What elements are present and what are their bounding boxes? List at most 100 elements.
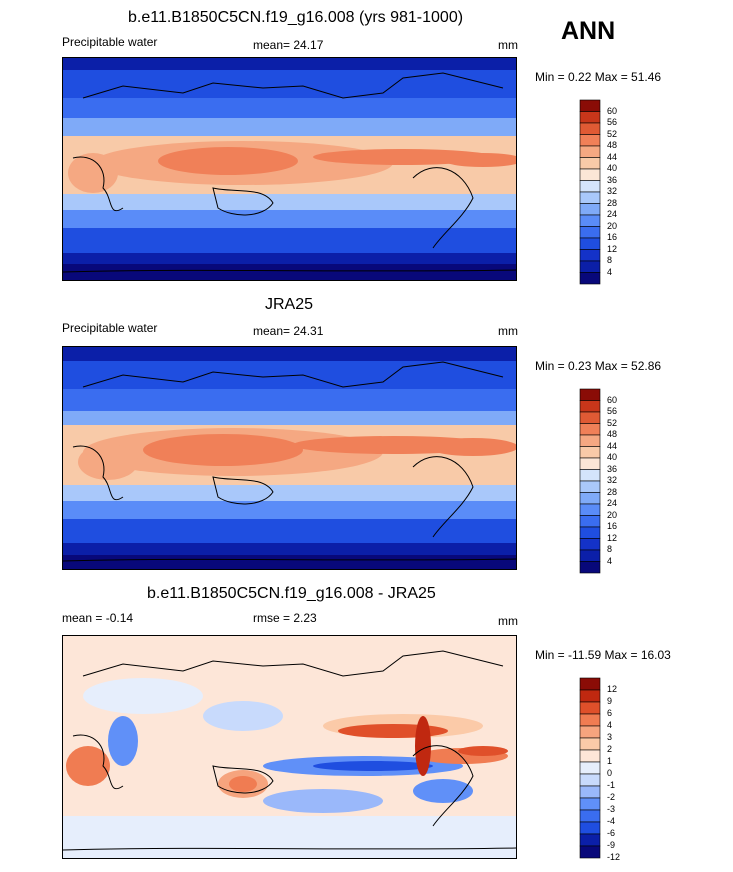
colorbar-swatch — [579, 503, 601, 516]
panel2-minmax-label: Min = 0.23 Max = 52.86 — [535, 359, 662, 373]
colorbar-swatch — [579, 226, 601, 239]
colorbar-swatch — [579, 111, 601, 124]
panel2-variable-label: Precipitable water — [62, 321, 158, 335]
colorbar-swatch — [579, 821, 601, 835]
colorbar-swatch — [579, 833, 601, 847]
colorbar-swatch — [579, 400, 601, 413]
colorbar-swatch — [579, 446, 601, 459]
colorbar-tick-label: 52 — [607, 417, 618, 428]
colorbar-swatch — [579, 411, 601, 424]
colorbar-swatch — [579, 469, 601, 482]
colorbar-tick-label: 32 — [607, 475, 618, 485]
colorbar-tick-label: -6 — [607, 828, 616, 838]
colorbar-swatch — [579, 492, 601, 505]
colorbar-swatch — [579, 713, 601, 727]
colorbar-tick-label: 24 — [607, 209, 618, 219]
colorbar-tick-label: 3 — [607, 732, 613, 742]
panel1-map — [62, 57, 517, 281]
colorbar-tick-label: 28 — [607, 197, 618, 208]
colorbar-tick-label: 2 — [607, 744, 613, 754]
colorbar-swatch — [579, 180, 601, 193]
colorbar-swatch — [579, 749, 601, 763]
colorbar-tick-label: -4 — [607, 816, 616, 826]
colorbar-swatch — [579, 561, 601, 574]
colorbar-tick-label: 44 — [607, 440, 618, 451]
colorbar-swatch — [579, 809, 601, 823]
colorbar-tick-label: 40 — [607, 163, 618, 173]
panel3-units-label: mm — [498, 614, 518, 628]
colorbar-swatch — [579, 785, 601, 799]
colorbar-swatch — [579, 526, 601, 539]
colorbar-swatch — [579, 272, 601, 285]
panel2-map — [62, 346, 517, 570]
colorbar-swatch — [579, 701, 601, 715]
colorbar-tick-label: 1 — [607, 756, 613, 766]
colorbar-swatch — [579, 773, 601, 787]
colorbar-swatch — [579, 168, 601, 181]
panel3-rmse-label: rmse = 2.23 — [253, 611, 317, 625]
panel3-minmax-label: Min = -11.59 Max = 16.03 — [535, 648, 671, 662]
panel3-map — [62, 635, 517, 859]
colorbar-swatch — [579, 157, 601, 170]
colorbar-tick-label: -1 — [607, 780, 616, 790]
colorbar-tick-label: 40 — [607, 452, 618, 462]
colorbar-tick-label: -9 — [607, 840, 616, 850]
panel3-map-field — [63, 636, 516, 858]
colorbar-swatch — [579, 388, 601, 401]
colorbar-swatch — [579, 689, 601, 703]
colorbar-tick-label: 4 — [607, 266, 613, 277]
panel1-mean-label: mean= 24.17 — [253, 38, 324, 52]
panel2-units-label: mm — [498, 324, 518, 338]
season-label: ANN — [561, 17, 616, 45]
panel2-mean-label: mean= 24.31 — [253, 324, 324, 338]
colorbar-tick-label: 4 — [607, 555, 613, 566]
colorbar-tick-label: -2 — [607, 792, 616, 802]
colorbar-swatch — [579, 249, 601, 262]
colorbar-tick-label: 60 — [607, 105, 618, 116]
colorbar-tick-label: 12 — [607, 243, 618, 254]
colorbar-tick-label: 28 — [607, 486, 618, 497]
colorbar-tick-label: 56 — [607, 117, 618, 127]
panel2-colorbar — [579, 388, 601, 574]
colorbar-swatch — [579, 677, 601, 691]
colorbar-tick-label: 4 — [607, 720, 613, 730]
colorbar-swatch — [579, 480, 601, 493]
colorbar-tick-label: 32 — [607, 186, 618, 196]
colorbar-tick-label: 8 — [607, 255, 613, 265]
colorbar-swatch — [579, 549, 601, 562]
colorbar-tick-label: 20 — [607, 509, 618, 520]
colorbar-swatch — [579, 515, 601, 528]
colorbar-swatch — [579, 797, 601, 811]
colorbar-swatch — [579, 260, 601, 273]
colorbar-tick-label: 16 — [607, 232, 618, 242]
panel1-variable-label: Precipitable water — [62, 35, 158, 49]
colorbar-swatch — [579, 457, 601, 470]
panel1-map-field — [63, 58, 516, 280]
panel1-title: b.e11.B1850C5CN.f19_g16.008 (yrs 981-100… — [128, 9, 464, 26]
colorbar-swatch — [579, 423, 601, 436]
colorbar-swatch — [579, 725, 601, 739]
colorbar-swatch — [579, 145, 601, 158]
colorbar-swatch — [579, 761, 601, 775]
panel3-mean-label: mean = -0.14 — [62, 611, 134, 625]
colorbar-swatch — [579, 214, 601, 227]
colorbar-tick-label: 9 — [607, 696, 613, 706]
colorbar-tick-label: -12 — [607, 852, 621, 862]
colorbar-tick-label: 12 — [607, 532, 618, 543]
panel2-map-field — [63, 347, 516, 569]
colorbar-swatch — [579, 134, 601, 147]
colorbar-tick-label: 6 — [607, 708, 613, 718]
colorbar-tick-label: 48 — [607, 140, 618, 150]
colorbar-swatch — [579, 434, 601, 447]
colorbar-tick-label: 52 — [607, 128, 618, 139]
colorbar-tick-label: 60 — [607, 394, 618, 405]
colorbar-tick-label: 0 — [607, 768, 613, 778]
colorbar-tick-label: 8 — [607, 544, 613, 554]
colorbar-tick-label: 48 — [607, 429, 618, 439]
colorbar-swatch — [579, 191, 601, 204]
colorbar-swatch — [579, 122, 601, 135]
colorbar-swatch — [579, 737, 601, 751]
colorbar-swatch — [579, 845, 601, 859]
colorbar-tick-label: 24 — [607, 498, 618, 508]
colorbar-swatch — [579, 538, 601, 551]
